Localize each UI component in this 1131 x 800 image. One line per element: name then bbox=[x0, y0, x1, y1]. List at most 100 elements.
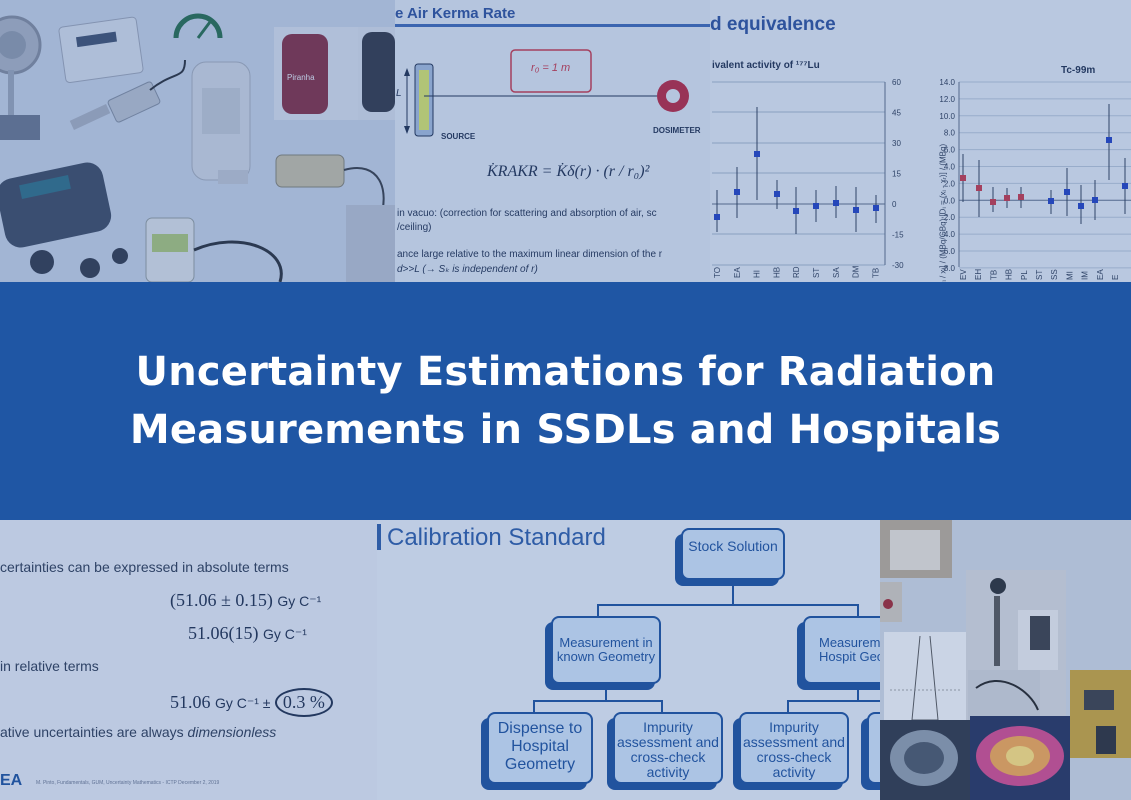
chart2-xtick-label: HB bbox=[1005, 269, 1014, 280]
chart1-ytick-label: 0 bbox=[892, 200, 897, 209]
lu177-equivalence-chart: d equivalence ivalent activity of ¹⁷⁷Lu bbox=[710, 0, 925, 282]
chart1-title: ivalent activity of ¹⁷⁷Lu bbox=[712, 60, 820, 71]
chart1-ytick-label: 60 bbox=[892, 78, 901, 87]
chart2-xtick-label: EA bbox=[1096, 269, 1105, 280]
chart2-ytick-label: -8.0 bbox=[941, 264, 955, 273]
uncertainty-expression-slide: certainties can be expressed in absolute… bbox=[0, 520, 377, 800]
chart1-ytick-label: 15 bbox=[892, 170, 901, 179]
measurement-hospital-geometry-box: Measurem in Hospit Geomet bbox=[803, 616, 880, 684]
slide-text-line3: ance large relative to the maximum linea… bbox=[397, 249, 663, 260]
chart2-ytick-label: -2.0 bbox=[941, 213, 955, 222]
partial-box bbox=[867, 712, 880, 784]
eq3-unit: Gy C⁻¹ ± bbox=[214, 695, 271, 711]
equation-absolute: (51.06 ± 0.15) Gy C⁻¹ bbox=[170, 590, 321, 611]
chart2-title: Tc-99m bbox=[1061, 65, 1096, 76]
heading-underline bbox=[395, 24, 710, 27]
chart1-ytick-label: 45 bbox=[892, 109, 901, 118]
measurement-known-label: Measurement in known Geometry bbox=[556, 635, 656, 664]
dispense-hospital-geometry-box: Dispense to Hospital Geometry bbox=[487, 712, 593, 784]
chart1-xtick-label: HI bbox=[753, 270, 762, 278]
chart2-xtick-label: EH bbox=[974, 269, 983, 280]
r0-label: r₀ = 1 m bbox=[531, 62, 571, 74]
chart2-ytick-label: 4.0 bbox=[944, 163, 956, 172]
calibration-standard-flowchart: Calibration Standard Stock Solution Meas… bbox=[377, 520, 880, 800]
chart1-xtick-label: DM bbox=[852, 265, 861, 278]
equation-concise: 51.06(15) Gy C⁻¹ bbox=[188, 623, 307, 644]
chart2-xtick-label: ST bbox=[1035, 270, 1044, 280]
banner-title-line1: Uncertainty Estimations for Radiation bbox=[135, 349, 996, 395]
dimensionless-prefix: ative uncertainties are always bbox=[0, 724, 188, 740]
eq1-value: (51.06 ± 0.15) bbox=[170, 590, 273, 610]
hospital-photos-illustration bbox=[880, 520, 1131, 800]
equipment-photos-illustration: Piranha bbox=[0, 0, 395, 282]
impurity-assessment-box-1: Impurity assessment and cross-check acti… bbox=[613, 712, 723, 784]
measurement-hospital-label: Measurem in Hospit Geomet bbox=[819, 635, 880, 664]
measurement-known-geometry-box: Measurement in known Geometry bbox=[551, 616, 661, 684]
slide-text-line1: in vacuo: (correction for scattering and… bbox=[397, 208, 657, 219]
banner-title-line2: Measurements in SSDLs and Hospitals bbox=[129, 407, 1002, 453]
l-label: L bbox=[396, 88, 402, 99]
chart1-xtick-label: HB bbox=[772, 267, 781, 278]
dosimeter-label: DOSIMETER bbox=[653, 126, 701, 135]
chart2-ytick-label: 0.0 bbox=[944, 196, 956, 205]
slide-heading: e Air Kerma Rate bbox=[395, 5, 516, 22]
slide-text-line2: /ceiling) bbox=[397, 222, 432, 233]
impurity2-label: Impurity assessment and cross-check acti… bbox=[743, 719, 845, 780]
stock-label: Stock Solution bbox=[688, 538, 778, 554]
chart2-ytick-label: -4.0 bbox=[941, 230, 955, 239]
chart1-ytick-label: -15 bbox=[892, 231, 904, 240]
chart2-xtick-label: MI bbox=[1065, 271, 1074, 280]
chart2-ytick-label: 10.0 bbox=[939, 112, 955, 121]
slide-line-absolute: certainties can be expressed in absolute… bbox=[0, 559, 289, 575]
chart2-xtick-label: E bbox=[1111, 275, 1120, 280]
chart2-xtick-label: TB bbox=[989, 270, 998, 280]
flowchart-heading: Calibration Standard bbox=[387, 524, 606, 551]
iaea-logo: EA bbox=[0, 772, 23, 789]
chart1-ytick-label: -30 bbox=[892, 261, 904, 270]
tc99m-chart: Tc-99m [Dᵢ / xᵣ] / (MBq/GBq) [Dᵢ = (xᵢ -… bbox=[925, 0, 1131, 282]
chart1-xtick-label: TO bbox=[713, 267, 722, 278]
chart1-heading: d equivalence bbox=[710, 14, 836, 35]
banner-title: Uncertainty Estimations for Radiation Me… bbox=[130, 343, 1001, 459]
slide-line-relative: in relative terms bbox=[0, 658, 99, 674]
hospital-photo-collage bbox=[880, 520, 1131, 800]
title-banner: Uncertainty Estimations for Radiation Me… bbox=[0, 282, 1131, 520]
chart1-xtick-label: ST bbox=[812, 268, 821, 278]
chart2-plot: 14.0 12.0 10.0 8.0 6.0 4.0 2.0 0.0 -2.0 -4.0 -6.0 -… bbox=[939, 78, 1131, 280]
chart1-xtick-label: EA bbox=[733, 267, 742, 278]
chart2-ytick-label: 14.0 bbox=[939, 78, 955, 87]
eq1-unit: Gy C⁻¹ bbox=[277, 593, 322, 609]
air-kerma-slide: e Air Kerma Rate L r₀ = 1 m SOURCE DOSIM… bbox=[395, 0, 710, 282]
impurity1-label: Impurity assessment and cross-check acti… bbox=[617, 719, 719, 780]
dimensionless-word: dimensionless bbox=[187, 724, 277, 740]
equipment-photo-collage: Piranha bbox=[0, 0, 395, 282]
eq3-value: 51.06 bbox=[170, 692, 211, 712]
chart1-xtick-label: RD bbox=[792, 266, 801, 278]
source-dosimeter-diagram bbox=[404, 49, 689, 137]
chart2-ytick-label: 6.0 bbox=[944, 146, 956, 155]
eq2-value: 51.06(15) bbox=[188, 623, 259, 643]
heading-bar bbox=[377, 524, 381, 550]
equation-relative: 51.06 Gy C⁻¹ ± 0.3 % bbox=[170, 688, 333, 717]
kerma-formula: K̇RAKR = K̇δ(r) · (r / r₀)² bbox=[487, 163, 650, 180]
impurity-assessment-box-2: Impurity assessment and cross-check acti… bbox=[739, 712, 849, 784]
eq2-unit: Gy C⁻¹ bbox=[262, 626, 307, 642]
source-label: SOURCE bbox=[441, 132, 476, 141]
chart2-ytick-label: 12.0 bbox=[939, 95, 955, 104]
chart2-xtick-label: IM bbox=[1081, 271, 1090, 280]
chart2-xtick-label: SS bbox=[1050, 269, 1059, 280]
chart2-xtick-label: EV bbox=[959, 269, 968, 280]
chart2-xtick-label: PL bbox=[1020, 270, 1029, 280]
slide-text-line4: d>>L (→ Sₖ is independent of r) bbox=[397, 264, 538, 275]
slide-line-dimensionless: ative uncertainties are always dimension… bbox=[0, 724, 276, 740]
stock-solution-box: Stock Solution bbox=[681, 528, 785, 580]
chart1-ytick-label: 30 bbox=[892, 139, 901, 148]
piranha-label: Piranha bbox=[287, 73, 315, 82]
chart2-ytick-label: 8.0 bbox=[944, 129, 956, 138]
chart2-ytick-label: -6.0 bbox=[941, 247, 955, 256]
chart1-plot: 60 45 30 15 0 -15 -30 TO EA HI HB RD ST SA DM TB bbox=[712, 78, 904, 278]
chart2-ytick-label: 2.0 bbox=[944, 179, 956, 188]
dispense-label: Dispense to Hospital Geometry bbox=[497, 720, 583, 773]
slide-footer: M. Pinto, Fundamentals, GUM, Uncertainty… bbox=[36, 780, 220, 786]
chart1-xtick-label: TB bbox=[871, 268, 880, 278]
